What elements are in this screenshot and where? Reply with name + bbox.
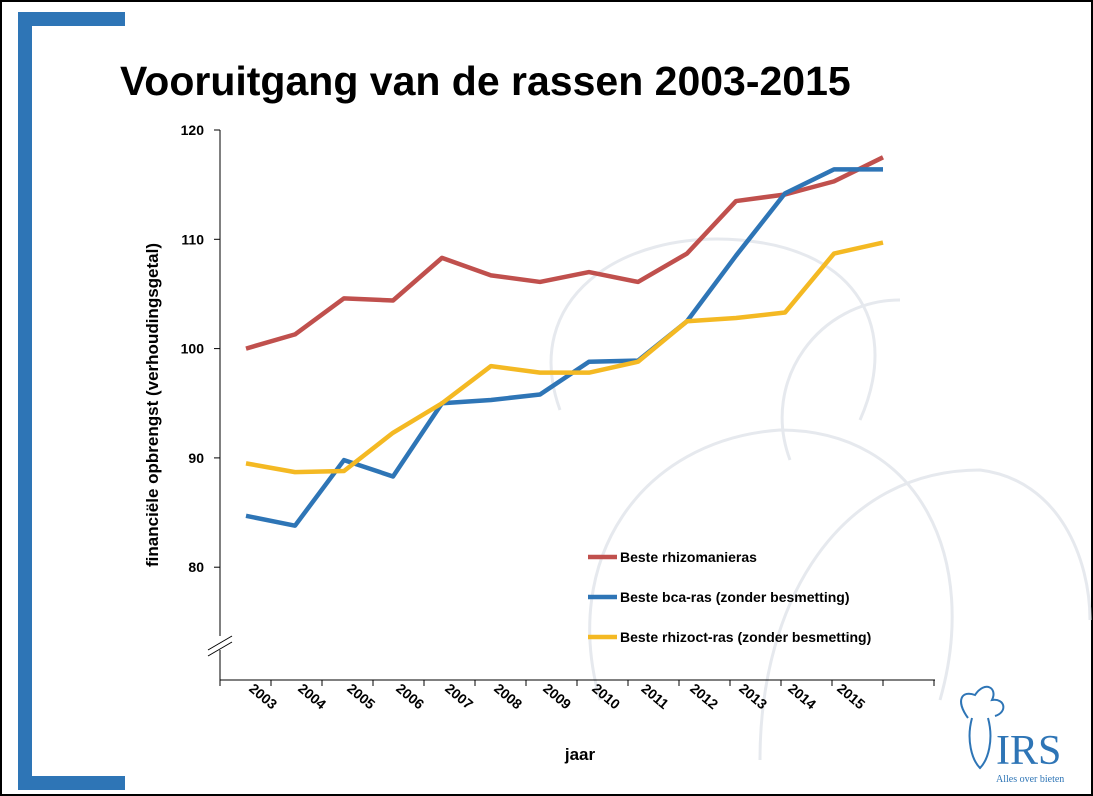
y-tick-label: 90 [188,450,204,466]
logo-tagline: Alles over bieten [996,774,1064,785]
y-tick-label: 100 [181,341,205,357]
legend-label: Beste rhizoct-ras (zonder besmetting) [620,629,871,645]
x-axis-label: jaar [564,745,596,764]
legend-label: Beste rhizomanieras [620,549,757,565]
legend-label: Beste bca-ras (zonder besmetting) [620,589,850,605]
logo-name: IRS [996,728,1061,774]
y-tick-label: 80 [188,559,204,575]
slide-border [1,1,1092,795]
chart: Vooruitgang van de rassen 2003-2015 fina… [0,0,1093,796]
y-tick-label: 120 [181,122,205,138]
slide: Vooruitgang van de rassen 2003-2015 fina… [0,0,1093,796]
y-axis-label: financiële opbrengst (verhoudingsgetal) [143,243,162,567]
chart-title: Vooruitgang van de rassen 2003-2015 [120,58,851,104]
y-tick-label: 110 [181,231,204,247]
